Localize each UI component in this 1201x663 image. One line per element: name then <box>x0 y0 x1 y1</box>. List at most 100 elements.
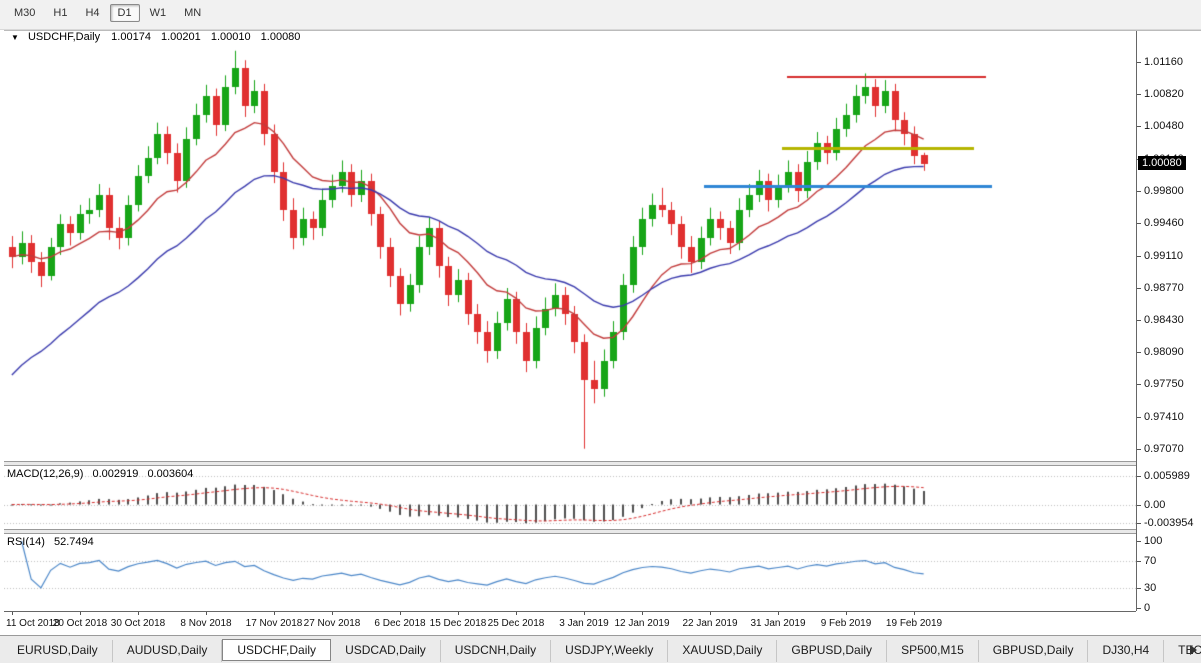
ohlc-close-value: 1.00080 <box>260 31 301 43</box>
axis-tick <box>1137 62 1141 64</box>
time-axis-tick <box>710 612 711 615</box>
time-axis-label: 20 Oct 2018 <box>52 618 108 629</box>
time-axis-label: 12 Jan 2019 <box>614 618 670 629</box>
time-axis-label: 11 Oct 2018 <box>6 618 60 629</box>
time-axis-label: 25 Dec 2018 <box>487 618 545 629</box>
axis-tick <box>1137 504 1141 506</box>
time-axis-tick <box>206 612 207 615</box>
time-axis-tick <box>138 612 139 615</box>
time-axis-label: 17 Nov 2018 <box>245 618 303 629</box>
rsi-axis-label: 30 <box>1144 581 1157 594</box>
rsi-axis-label: 100 <box>1144 535 1163 547</box>
time-axis-label: 6 Dec 2018 <box>374 618 426 629</box>
price-axis-label: 0.97070 <box>1144 442 1184 455</box>
time-axis-tick <box>400 612 401 615</box>
rsi-value: 52.7494 <box>53 536 94 548</box>
timeframe-button-w1[interactable]: W1 <box>149 7 167 19</box>
axis-tick <box>1137 94 1141 96</box>
macd-axis-label: 0.00 <box>1144 498 1166 511</box>
tab-scroll-right-button[interactable] <box>1190 645 1197 655</box>
time-axis-tick <box>584 612 585 615</box>
macd-label: MACD(12,26,9) <box>7 468 84 480</box>
price-axis-label: 1.00480 <box>1144 120 1184 133</box>
chart-tab-usdjpy-weekly[interactable]: USDJPY,Weekly <box>551 640 669 662</box>
chart-tab-gbpusd-daily[interactable]: GBPUSD,Daily <box>777 640 888 662</box>
timeframe-button-d1[interactable]: D1 <box>109 4 140 22</box>
chart-tab-usdcad-daily[interactable]: USDCAD,Daily <box>331 640 441 662</box>
time-axis-tick <box>12 612 13 615</box>
time-axis-tick <box>80 612 81 615</box>
time-axis-tick <box>332 612 333 615</box>
time-axis-tick <box>642 612 643 615</box>
time-axis-tick <box>458 612 459 615</box>
macd-indicator-canvas[interactable] <box>4 466 1136 529</box>
time-axis-tick <box>274 612 275 615</box>
chart-ohlc-header: ▼ USDCHF,Daily 1.00174 1.00201 1.00010 1… <box>4 31 1136 47</box>
time-scale[interactable]: 11 Oct 2018 20 Oct 2018 30 Oct 2018 8 Nov 2… <box>4 611 1136 636</box>
axis-tick <box>1137 288 1141 290</box>
axis-tick <box>1137 587 1141 589</box>
axis-tick <box>1137 190 1141 192</box>
time-axis-tick <box>914 612 915 615</box>
ohlc-low-value: 1.00010 <box>210 31 251 43</box>
time-axis-label: 19 Feb 2019 <box>885 618 943 629</box>
chart-tab-gbpusd-daily[interactable]: GBPUSD,Daily <box>979 640 1089 662</box>
timeframe-button-h4[interactable]: H4 <box>85 7 100 19</box>
macd-signal-value: 0.003604 <box>147 468 194 480</box>
axis-tick <box>1137 561 1141 563</box>
timeframe-button-mn[interactable]: MN <box>184 7 202 19</box>
macd-indicator-title: MACD(12,26,9) 0.002919 0.003604 <box>7 468 193 480</box>
axis-tick <box>1137 448 1141 450</box>
price-axis-label: 0.98770 <box>1144 282 1184 295</box>
price-axis-label: 0.97750 <box>1144 378 1184 391</box>
one-click-trading-arrow-icon[interactable]: ▼ <box>11 33 19 42</box>
axis-tick <box>1137 608 1141 609</box>
time-axis-label: 9 Feb 2019 <box>820 618 872 629</box>
price-axis-label: 0.98430 <box>1144 314 1184 327</box>
axis-tick <box>1137 320 1141 322</box>
timeframe-toolbar: M30 H1 H4 D1 W1 MN <box>0 0 1201 30</box>
time-axis-label: 22 Jan 2019 <box>682 618 738 629</box>
pane-splitter[interactable] <box>4 461 1201 466</box>
time-axis-label: 27 Nov 2018 <box>303 618 361 629</box>
axis-tick <box>1137 255 1141 257</box>
main-price-chart-canvas[interactable] <box>4 47 1136 461</box>
pane-splitter[interactable] <box>4 529 1201 534</box>
chart-tab-usdchf-daily[interactable]: USDCHF,Daily <box>222 639 332 661</box>
rsi-indicator-title: RSI(14) 52.7494 <box>7 536 94 548</box>
time-axis-label: 31 Jan 2019 <box>750 618 806 629</box>
chart-tab-sp500-m15[interactable]: SP500,M15 <box>887 640 979 662</box>
chart-tab-audusd-daily[interactable]: AUDUSD,Daily <box>113 640 223 662</box>
chart-tab-bar: EURUSD,Daily AUDUSD,Daily USDCHF,Daily USDC… <box>0 635 1201 663</box>
chart-tab-eurusd-daily[interactable]: EURUSD,Daily <box>3 640 113 662</box>
price-scale[interactable]: 1.00080 1.011601.008201.004801.001400.99… <box>1136 31 1201 614</box>
time-axis-label: 3 Jan 2019 <box>559 618 609 629</box>
timeframe-button-h1[interactable]: H1 <box>53 7 68 19</box>
rsi-indicator-canvas[interactable] <box>4 534 1136 611</box>
timeframe-button-m30[interactable]: M30 <box>14 7 36 19</box>
time-axis-tick <box>516 612 517 615</box>
chart-window: ▼ USDCHF,Daily 1.00174 1.00201 1.00010 1… <box>4 30 1201 636</box>
rsi-label: RSI(14) <box>7 536 45 548</box>
macd-axis-label: -0.003954 <box>1144 517 1194 530</box>
price-axis-label: 1.00820 <box>1144 88 1184 101</box>
axis-tick <box>1137 523 1141 525</box>
ohlc-high-value: 1.00201 <box>161 31 201 43</box>
rsi-axis-label: 0 <box>1144 602 1151 614</box>
price-axis-label: 0.99460 <box>1144 216 1184 229</box>
time-axis-tick <box>846 612 847 615</box>
last-price-box: 1.00080 <box>1138 156 1186 171</box>
axis-tick <box>1137 476 1141 478</box>
time-axis-label: 30 Oct 2018 <box>110 618 166 629</box>
ohlc-open-value: 1.00174 <box>111 31 151 43</box>
chart-symbol-label: USDCHF,Daily <box>27 31 101 43</box>
axis-tick <box>1137 384 1141 386</box>
axis-tick <box>1137 416 1141 418</box>
axis-tick <box>1137 126 1141 128</box>
time-axis-label: 8 Nov 2018 <box>180 618 232 629</box>
time-axis-tick <box>778 612 779 615</box>
chart-tab-dj30-h4[interactable]: DJ30,H4 <box>1088 640 1165 662</box>
chart-tab-usdcnh-daily[interactable]: USDCNH,Daily <box>441 640 552 662</box>
chart-tab-xauusd-daily[interactable]: XAUUSD,Daily <box>668 640 778 662</box>
price-axis-label: 0.99110 <box>1144 249 1183 262</box>
